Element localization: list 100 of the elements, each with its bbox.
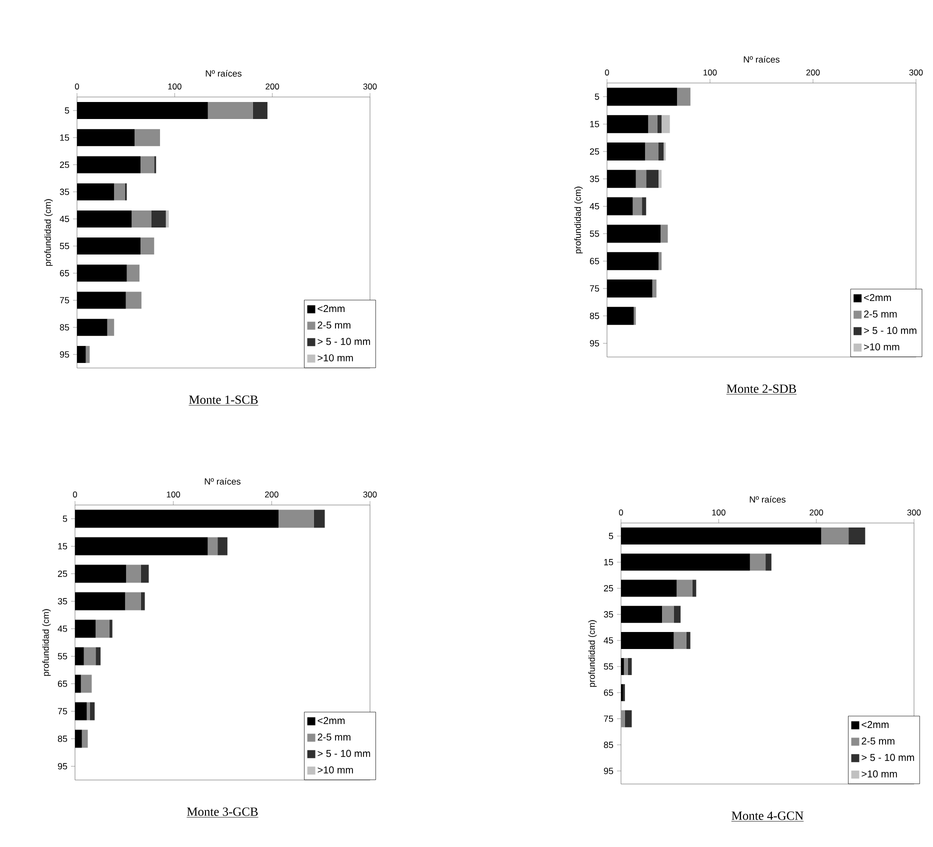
y-tick-label: 5 (64, 107, 70, 114)
bar (208, 102, 253, 120)
y-tick-label: 65 (590, 258, 600, 264)
bar (114, 183, 125, 200)
bar (96, 647, 101, 666)
y-tick-label: 45 (60, 216, 70, 222)
bar (140, 238, 154, 255)
y-tick-label: 5 (608, 532, 614, 540)
y-tick-label: 65 (60, 270, 70, 276)
bar (642, 197, 646, 216)
legend-label: >10 mm (318, 354, 353, 362)
bar (648, 115, 658, 134)
bar (621, 710, 625, 728)
x-tick-label: 200 (806, 69, 820, 76)
bar (674, 606, 681, 623)
bar (90, 702, 95, 720)
y-tick-label: 15 (590, 120, 600, 128)
bar (140, 564, 149, 583)
y-tick-label: 25 (604, 585, 614, 592)
bar (646, 170, 659, 188)
legend-label: >10 mm (318, 766, 353, 774)
y-tick-label: 95 (590, 340, 600, 346)
x-tick-label: 200 (810, 509, 824, 516)
bar (677, 88, 690, 106)
bar (676, 580, 692, 597)
bar (658, 142, 664, 160)
y-tick-label: 15 (604, 559, 614, 566)
bar (652, 279, 656, 298)
bar (686, 632, 690, 649)
y-axis-title: profundidad (cm) (574, 186, 583, 254)
legend-label: > 5 - 10 mm (862, 754, 914, 761)
y-tick-label: 75 (60, 297, 70, 304)
y-tick-label: 85 (590, 312, 600, 320)
text: Monte 4-GCN (732, 812, 804, 820)
bar (628, 658, 632, 676)
legend-label: 2-5 mm (862, 737, 894, 745)
y-tick-label: 55 (604, 663, 614, 670)
legend-label: > 5 - 10 mm (864, 326, 916, 334)
bar (750, 554, 766, 571)
y-tick-label: 45 (590, 203, 600, 210)
y-tick-label: 55 (58, 653, 68, 660)
legend-label: > 5 - 10 mm (318, 338, 370, 345)
bar (80, 674, 92, 693)
bar (166, 210, 169, 228)
y-tick-label: 75 (604, 716, 614, 722)
y-tick-label: 5 (62, 516, 68, 522)
y-tick-label: 55 (590, 230, 600, 237)
y-tick-label: 85 (604, 742, 614, 748)
legend-label: <2mm (864, 294, 891, 302)
y-tick-label: 45 (604, 637, 614, 644)
bar (140, 592, 145, 610)
bar (252, 102, 268, 120)
bar (658, 252, 662, 270)
y-tick-label: 35 (58, 598, 68, 604)
y-tick-label: 75 (58, 708, 68, 714)
y-tick-label: 95 (58, 763, 68, 770)
y-tick-label: 55 (60, 242, 70, 250)
legend-label: > 5 - 10 mm (318, 750, 370, 757)
legend-label: >10 mm (864, 343, 900, 350)
x-tick-label: 0 (604, 69, 610, 76)
x-tick-label: 300 (907, 509, 921, 516)
bar (657, 115, 662, 134)
y-tick-label: 25 (60, 162, 70, 168)
bar (636, 170, 646, 188)
y-tick-label: 35 (604, 611, 614, 618)
x-tick-label: 0 (74, 83, 80, 90)
y-axis-title: profundidad (cm) (44, 199, 53, 266)
legend-label: <2mm (318, 717, 345, 724)
text: Monte 1-SCB (189, 396, 258, 404)
x-tick-label: 100 (704, 69, 717, 76)
legend-label: 2-5 mm (318, 321, 350, 329)
bar (107, 318, 114, 336)
bar (848, 528, 866, 545)
bar (134, 129, 160, 146)
y-tick-label: 65 (58, 680, 68, 687)
bar (218, 537, 228, 556)
bar (314, 510, 325, 528)
y-tick-label: 25 (58, 570, 68, 577)
x-tick-label: 200 (265, 491, 278, 498)
x-axis-title: Nº raíces (750, 496, 786, 503)
y-tick-label: 35 (60, 188, 70, 196)
bar (82, 730, 88, 748)
y-tick-label: 45 (58, 626, 68, 632)
bar (624, 658, 628, 676)
bar (208, 537, 218, 556)
bar (674, 632, 686, 649)
bar (660, 224, 668, 243)
bar (624, 710, 632, 728)
x-axis-title: Nº raíces (204, 478, 240, 485)
bar (151, 210, 166, 228)
y-tick-label: 95 (604, 768, 614, 774)
legend-label: <2mm (862, 721, 889, 728)
x-tick-label: 0 (72, 491, 78, 498)
y-tick-label: 85 (60, 324, 70, 331)
x-tick-label: 200 (266, 83, 280, 90)
bar (140, 156, 154, 174)
y-tick-label: 75 (590, 285, 600, 292)
x-tick-label: 300 (363, 491, 377, 498)
legend-label: 2-5 mm (864, 310, 897, 318)
x-tick-label: 100 (166, 491, 180, 498)
